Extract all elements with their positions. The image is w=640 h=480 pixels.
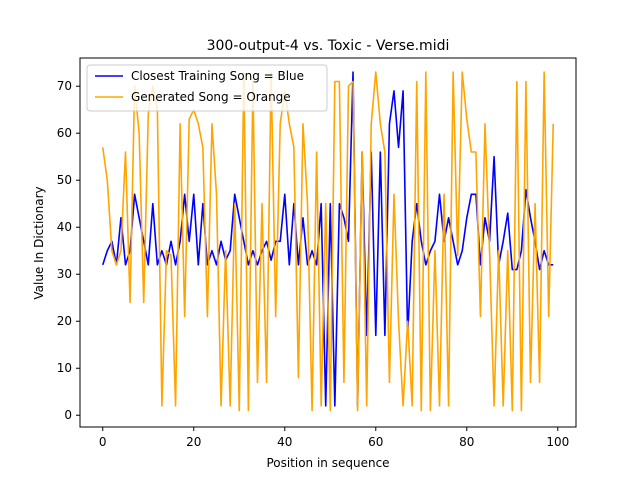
x-axis-label: Position in sequence bbox=[266, 456, 389, 470]
y-tick-label: 30 bbox=[57, 267, 72, 281]
x-tick-label: 60 bbox=[368, 435, 383, 449]
x-tick-label: 0 bbox=[99, 435, 107, 449]
y-tick-label: 0 bbox=[64, 408, 72, 422]
x-tick-label: 100 bbox=[546, 435, 569, 449]
legend-label-orange: Generated Song = Orange bbox=[131, 90, 291, 104]
x-tick-label: 20 bbox=[186, 435, 201, 449]
series-lines bbox=[101, 71, 555, 412]
y-tick-label: 10 bbox=[57, 361, 72, 375]
legend-label-blue: Closest Training Song = Blue bbox=[131, 69, 304, 83]
x-tick-label: 40 bbox=[277, 435, 292, 449]
plot-frame bbox=[79, 57, 577, 428]
x-axis: 0 20 40 60 80 100 bbox=[99, 427, 569, 449]
y-axis-label: Value In Dictionary bbox=[32, 186, 46, 299]
y-tick-label: 70 bbox=[57, 79, 72, 93]
y-tick-label: 40 bbox=[57, 220, 72, 234]
chart-title: 300-output-4 vs. Toxic - Verse.midi bbox=[207, 38, 450, 54]
series-line-orange bbox=[101, 71, 555, 412]
y-axis: 0 10 20 30 40 50 60 70 bbox=[57, 79, 80, 422]
x-tick-label: 80 bbox=[459, 435, 474, 449]
y-tick-label: 20 bbox=[57, 314, 72, 328]
y-tick-label: 50 bbox=[57, 173, 72, 187]
y-tick-label: 60 bbox=[57, 126, 72, 140]
legend-box bbox=[86, 64, 328, 112]
legend: Closest Training Song = Blue Generated S… bbox=[86, 64, 328, 112]
plot-area bbox=[79, 57, 577, 428]
